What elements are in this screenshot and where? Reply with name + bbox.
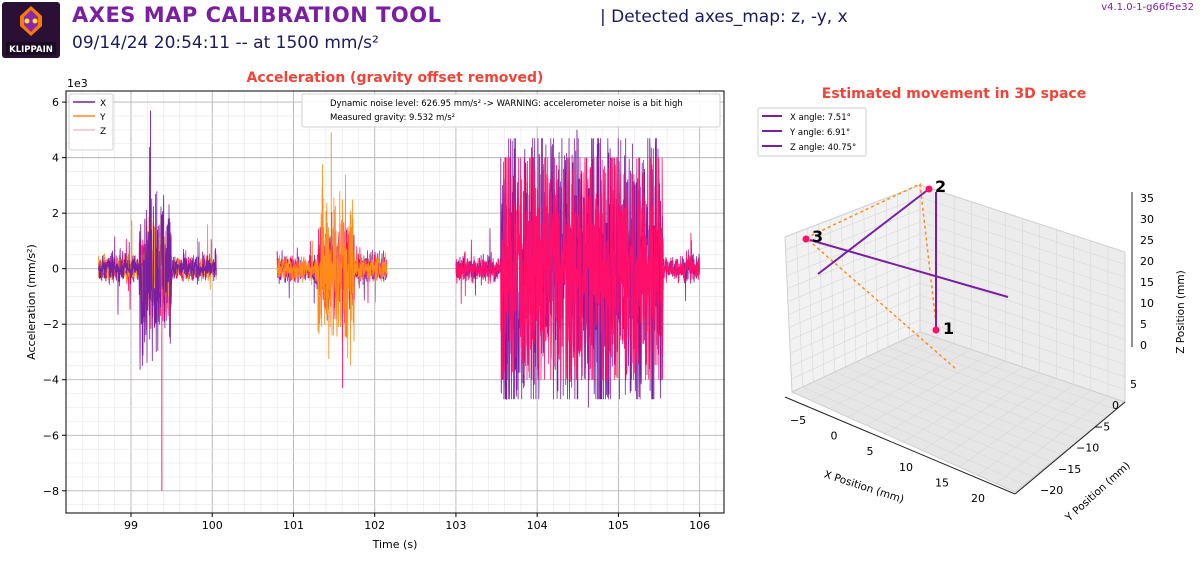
x-tick-label: 101 — [283, 519, 304, 532]
plot-frame — [65, 90, 725, 514]
y-tick-label-3d: 5 — [1130, 378, 1137, 391]
left-wall-gridline — [897, 193, 899, 343]
y-axis-label: Acceleration (mm/s²) — [25, 244, 38, 360]
y-tick-label: 6 — [52, 96, 59, 109]
z-angle-vector — [817, 188, 930, 275]
z-position-label: Z Position (mm) — [1175, 270, 1187, 353]
floor-gridline — [996, 395, 1109, 484]
x-axis-label: Time (s) — [372, 538, 418, 551]
y-tick-label: −4 — [43, 374, 59, 387]
z-tick-label-3d: 25 — [1140, 234, 1154, 247]
z-tick-label-3d: 15 — [1140, 276, 1154, 289]
x-tick-label: 105 — [608, 519, 629, 532]
point-3-marker — [802, 235, 810, 243]
x-tick-label-3d: −5 — [790, 414, 806, 427]
x-tick-label: 100 — [202, 519, 223, 532]
noise-annotation: Dynamic noise level: 626.95 mm/s² -> WAR… — [301, 93, 721, 128]
y-tick-label-3d: −15 — [1058, 463, 1081, 476]
legend-x-angle: X angle: 7.51° — [790, 113, 851, 123]
header: KLIPPAIN AXES MAP CALIBRATION TOOL 09/14… — [0, 0, 1200, 62]
acceleration-axis-ticks: 99 100 101 102 103 104 105 106 −8 −6 −4 −2 0 2 4 6 — [43, 96, 710, 532]
x-tick-label-3d: 15 — [935, 476, 949, 489]
acceleration-signal — [98, 110, 700, 491]
x-tick-label: 104 — [527, 519, 548, 532]
trajectory: 1 2 3 — [802, 177, 1009, 370]
movement-3d-chart: Estimated movement in 3D space −50510152… — [757, 86, 1187, 525]
y-tick-label: 4 — [52, 152, 59, 165]
app-title: AXES MAP CALIBRATION TOOL — [72, 3, 442, 27]
y-angle-vector — [809, 239, 1009, 298]
acceleration-legend: X Y Z — [68, 93, 114, 151]
y-tick-label-3d: −10 — [1076, 442, 1099, 455]
x-tick-label: 102 — [364, 519, 385, 532]
point-3-label: 3 — [812, 227, 823, 246]
y-tick-label: 2 — [52, 207, 59, 220]
y-multiplier-label: 1e3 — [67, 77, 88, 90]
y-tick-label: −8 — [43, 485, 59, 498]
movement-legend: X angle: 7.51° Y angle: 6.91° Z angle: 4… — [757, 107, 867, 157]
y-tick-label: −6 — [43, 429, 59, 442]
legend-y-angle: Y angle: 6.91° — [789, 128, 850, 138]
x-position-label: X Position (mm) — [822, 469, 905, 506]
measured-gravity-text: Measured gravity: 9.532 m/s² — [330, 113, 455, 123]
floor-gridline — [909, 336, 1116, 410]
x-tick-label-3d: 0 — [831, 430, 838, 443]
3d-pane-grid — [785, 189, 1126, 485]
accel-series-y-segment-2 — [276, 163, 388, 366]
klippain-logo: KLIPPAIN — [2, 2, 60, 58]
x-tick-label-3d: 20 — [971, 492, 985, 505]
z-tick-label-3d: 10 — [1140, 297, 1154, 310]
z-tick-label-3d: 30 — [1140, 213, 1154, 226]
x-tick-label: 106 — [689, 519, 710, 532]
right-wall-gridline — [919, 319, 1126, 390]
acceleration-chart-title: Acceleration (gravity offset removed) — [247, 70, 544, 86]
point-1-label: 1 — [943, 319, 954, 338]
legend-label-x: X — [100, 99, 106, 109]
left-wall-gridline — [791, 319, 921, 380]
x-tick-label: 103 — [445, 519, 466, 532]
trajectory-path — [804, 182, 957, 370]
left-wall-gridline — [908, 189, 910, 338]
x-tick-label-3d: 5 — [867, 445, 874, 458]
acceleration-chart: Acceleration (gravity offset removed) 1e… — [25, 70, 725, 551]
accel-series-z-segment-3 — [455, 157, 700, 381]
accel-series-x-segment-1 — [98, 147, 217, 370]
z-tick-label-3d: 20 — [1140, 255, 1154, 268]
legend-z-angle: Z angle: 40.75° — [790, 143, 856, 153]
x-tick-label-3d: 10 — [899, 461, 913, 474]
z-tick-label-3d: 5 — [1140, 318, 1147, 331]
noise-level-text: Dynamic noise level: 626.95 mm/s² -> WAR… — [330, 99, 683, 109]
test-subtitle: 09/14/24 20:54:11 -- at 1500 mm/s² — [72, 33, 379, 53]
z-tick-label-3d: 0 — [1140, 339, 1147, 352]
y-tick-label-3d: 0 — [1112, 399, 1119, 412]
y-tick-label: 0 — [52, 263, 59, 276]
y-tick-label-3d: −5 — [1094, 420, 1110, 433]
floor-gridline — [977, 390, 1092, 476]
point-1-marker — [932, 326, 940, 334]
legend-label-y: Y — [99, 113, 106, 123]
movement-chart-title: Estimated movement in 3D space — [822, 86, 1086, 102]
y-tick-label: −2 — [43, 318, 59, 331]
detected-axes-map: | Detected axes_map: z, -y, x — [600, 7, 848, 27]
z-tick-label-3d: 35 — [1140, 192, 1154, 205]
legend-label-z: Z — [100, 127, 106, 137]
point-2-label: 2 — [935, 177, 946, 196]
logo-text: KLIPPAIN — [9, 45, 53, 55]
version-label: v4.1.0-1-g66f5e32 — [1101, 2, 1194, 13]
y-tick-label-3d: −20 — [1040, 484, 1063, 497]
3d-axes-lines — [784, 192, 1133, 495]
x-tick-label: 99 — [124, 519, 138, 532]
point-2-marker — [925, 185, 933, 193]
